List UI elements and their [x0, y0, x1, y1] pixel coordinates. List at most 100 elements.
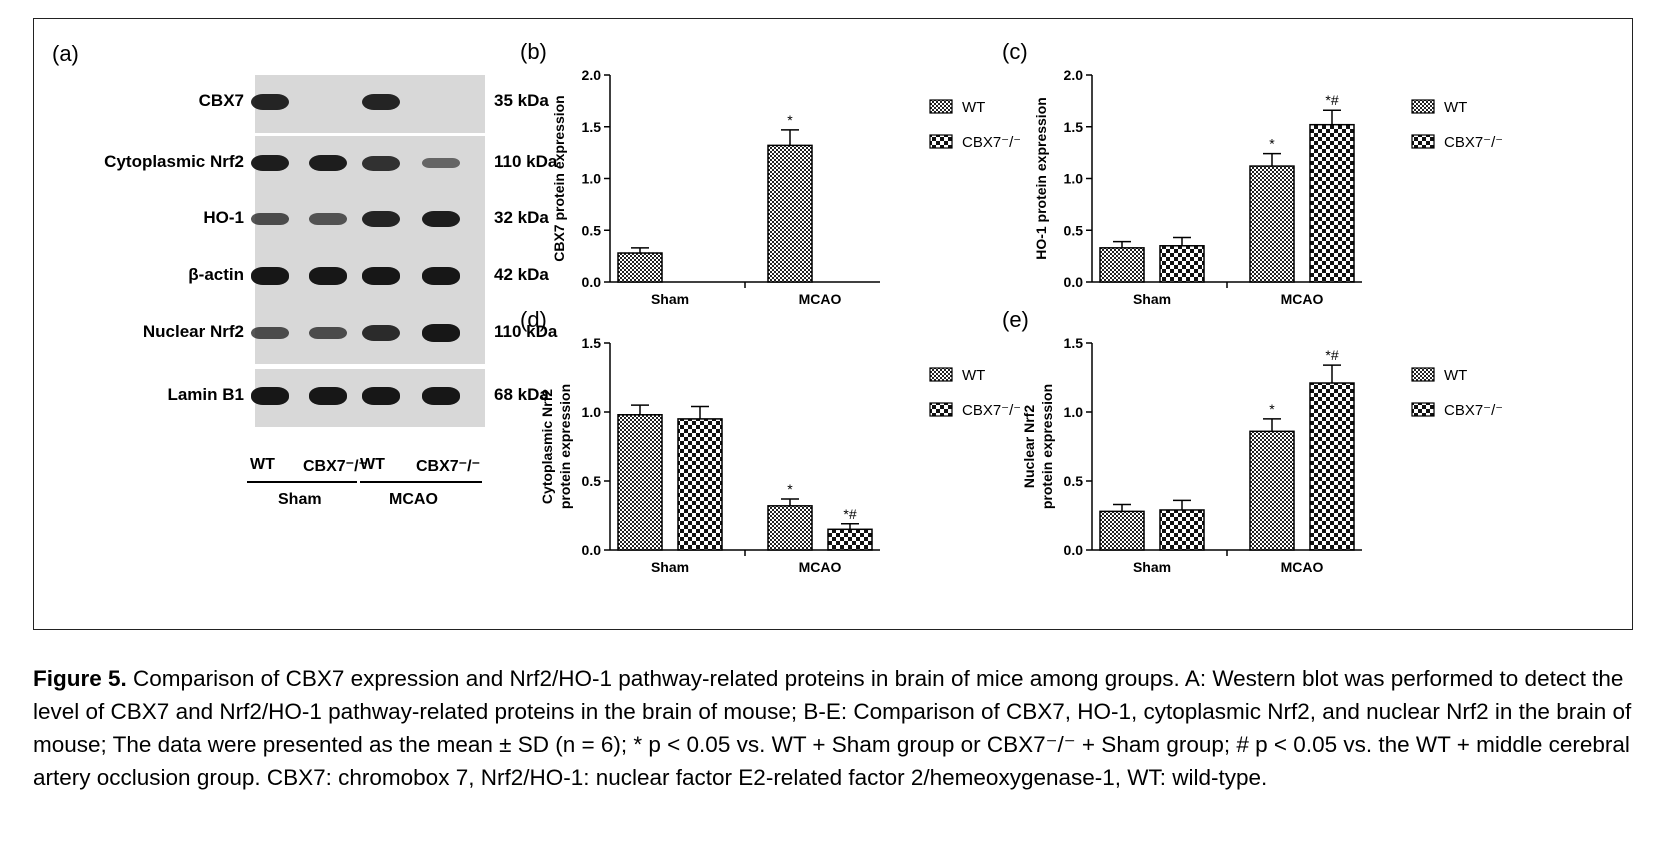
chart-c: (c) 0.0 0.5 1.0 1.5 2.0 Sham MCAO HO-1 protein e… [1002, 39, 1502, 307]
x-tick-label: Sham [651, 291, 689, 307]
panel-label: (c) [1002, 39, 1028, 64]
bar [1159, 509, 1205, 551]
panel-label: (e) [1002, 307, 1029, 332]
bar [1249, 430, 1295, 551]
bar [1309, 382, 1355, 551]
blot-row-label: Nuclear Nrf2 [142, 322, 244, 341]
y-tick-label: 1.5 [582, 335, 602, 351]
bar [767, 144, 813, 283]
legend-swatch [929, 134, 953, 149]
blot-row-label: Lamin B1 [167, 385, 244, 404]
bar [767, 505, 813, 551]
blot-lane-label: WT [360, 456, 385, 473]
y-tick-label: 1.0 [1064, 404, 1084, 420]
blot-kda-label: 32 kDa [494, 208, 549, 227]
blot-band [362, 387, 400, 405]
blot-band [422, 210, 460, 228]
legend-label: WT [962, 367, 985, 384]
y-tick-label: 0.0 [1064, 274, 1084, 290]
y-tick-label: 1.5 [582, 119, 602, 135]
chart-e: (e) 0.0 0.5 1.0 1.5 Sham MCAO Nuclear Nrf2 prote… [1002, 307, 1502, 575]
panel-label-a: (a) [52, 41, 79, 66]
blot-kda-label: 42 kDa [494, 265, 549, 284]
bar [1249, 165, 1295, 283]
blot-band [309, 326, 347, 340]
blot-band [422, 157, 460, 169]
y-tick-label: 2.0 [582, 67, 602, 83]
blot-band [422, 267, 460, 285]
blot-row-label: Cytoplasmic Nrf2 [104, 152, 244, 171]
y-tick-label: 1.0 [582, 171, 602, 187]
blot-group-line [360, 481, 482, 483]
legend-swatch [1411, 134, 1435, 149]
blot-lane-label: CBX7⁻/⁻ [416, 458, 481, 475]
legend-swatch [1411, 402, 1435, 417]
y-tick-label: 0.5 [1064, 222, 1084, 238]
legend-label: CBX7⁻/⁻ [962, 402, 1020, 419]
blot-group-label: Sham [278, 491, 322, 508]
bar [1099, 510, 1145, 551]
blot-row-label: CBX7 [198, 91, 244, 110]
y-axis-label: protein expression [1039, 384, 1055, 509]
caption-text: Comparison of CBX7 expression and Nrf2/H… [33, 666, 1632, 790]
blot-band [362, 93, 400, 111]
legend-label: CBX7⁻/⁻ [1444, 134, 1502, 151]
panel-label: (d) [520, 307, 547, 332]
legend-swatch [929, 402, 953, 417]
y-tick-label: 0.5 [582, 473, 602, 489]
blot-band [422, 324, 460, 342]
x-tick-label: MCAO [799, 559, 842, 575]
figure-frame: (a) CBX7 35 kDa Cytoplasmic Nrf2 110 kDa HO-… [33, 18, 1633, 630]
bar [617, 414, 663, 551]
y-axis-label: Cytoplasmic Nrf2 [539, 389, 555, 504]
blot-kda-label: 35 kDa [494, 91, 549, 110]
chart-d: (d) 0.0 0.5 1.0 1.5 Sham MCAO Cytoplasmic Nrf2 p… [520, 307, 1020, 575]
blot-band [309, 387, 347, 405]
bar [1309, 123, 1355, 283]
blot-band [309, 154, 347, 172]
legend-label: CBX7⁻/⁻ [1444, 402, 1502, 419]
x-tick-label: MCAO [799, 291, 842, 307]
blot-band [362, 325, 400, 341]
blot-row-label: HO-1 [203, 208, 244, 227]
bar [827, 528, 873, 551]
x-tick-label: MCAO [1281, 291, 1324, 307]
blot-row-label: β-actin [188, 265, 244, 284]
blot-group-line [247, 481, 357, 483]
x-tick-label: MCAO [1281, 559, 1324, 575]
significance-label: *# [1325, 92, 1338, 108]
blot-band [251, 387, 289, 405]
legend-label: WT [1444, 99, 1467, 116]
blot-group-label: MCAO [389, 491, 438, 508]
blot-band [309, 267, 347, 285]
blot-band [422, 387, 460, 405]
blot-lane-label: CBX7⁻/⁻ [303, 458, 368, 475]
y-axis-label: Nuclear Nrf2 [1021, 405, 1037, 488]
blot-band [251, 154, 289, 172]
y-axis-label: CBX7 protein expression [551, 95, 567, 262]
y-axis-label: HO-1 protein expression [1033, 97, 1049, 260]
blot-band [362, 210, 400, 228]
y-tick-label: 2.0 [1064, 67, 1084, 83]
y-tick-label: 0.5 [582, 222, 602, 238]
figure-caption: Figure 5. Comparison of CBX7 expression … [33, 662, 1643, 794]
legend-label: WT [1444, 367, 1467, 384]
bar [1159, 245, 1205, 283]
y-tick-label: 1.5 [1064, 119, 1084, 135]
significance-label: *# [843, 506, 856, 522]
y-tick-label: 1.5 [1064, 335, 1084, 351]
blot-band [251, 93, 289, 111]
blot-kda-label: 68 kDa [494, 385, 549, 404]
significance-label: * [787, 112, 793, 128]
legend-swatch [1411, 99, 1435, 114]
chart-b: (b) 0.0 0.5 1.0 1.5 2.0 Sham MCAO CBX7 protein e… [520, 39, 1020, 307]
y-tick-label: 0.0 [1064, 542, 1084, 558]
significance-label: * [787, 481, 793, 497]
blot-band [251, 267, 289, 285]
y-tick-label: 0.0 [582, 542, 602, 558]
x-tick-label: Sham [1133, 559, 1171, 575]
panel-label: (b) [520, 39, 547, 64]
legend-label: CBX7⁻/⁻ [962, 134, 1020, 151]
significance-label: * [1269, 401, 1275, 417]
bar [1099, 247, 1145, 283]
